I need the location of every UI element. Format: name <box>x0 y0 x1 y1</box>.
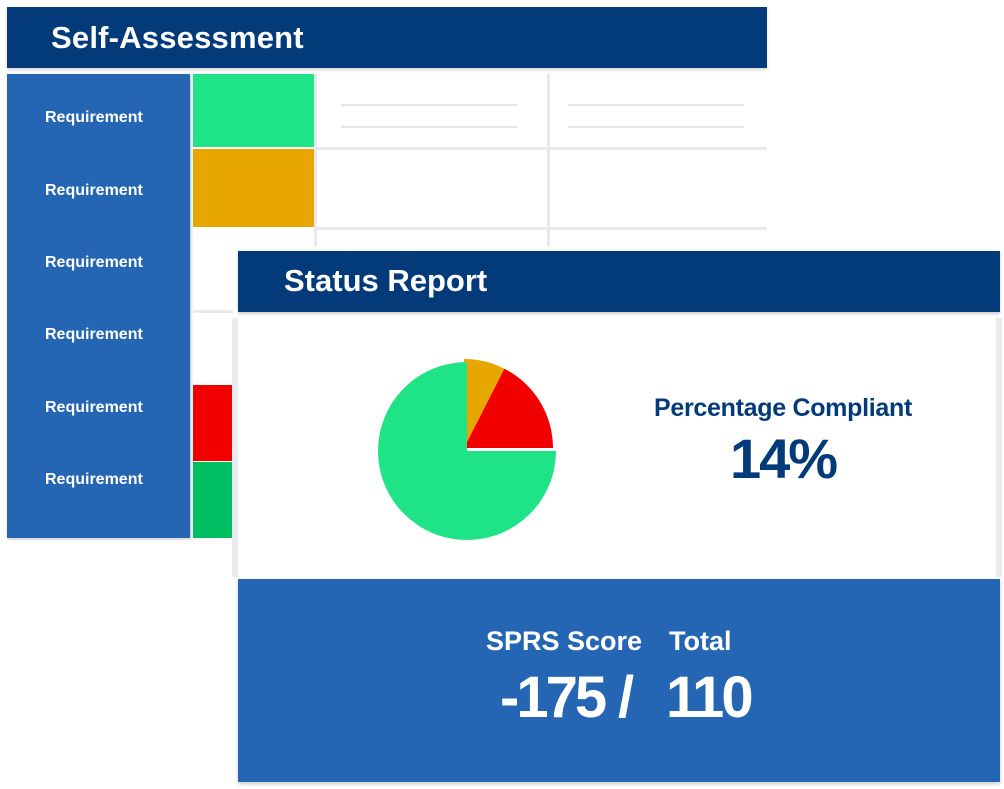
self-assessment-card: Self-Assessment Requirement Requirement … <box>7 7 767 538</box>
placeholder-line <box>341 104 517 106</box>
requirement-label[interactable]: Requirement <box>45 326 143 343</box>
total-label: Total <box>669 626 732 656</box>
requirement-label[interactable]: Requirement <box>45 182 143 199</box>
score-separator: / <box>618 665 635 730</box>
pie-slice-2 <box>378 362 556 540</box>
placeholder-line <box>568 104 744 106</box>
grid-divider <box>314 147 767 150</box>
grid-divider <box>193 310 233 313</box>
requirement-label[interactable]: Requirement <box>45 254 143 271</box>
compliance-pie-chart <box>378 359 556 540</box>
status-report-card: Status Report Percentage Compliant 14% S… <box>232 251 1002 783</box>
requirement-label[interactable]: Requirement <box>45 471 143 488</box>
status-report-header: Status Report <box>238 251 1000 312</box>
requirement-label[interactable]: Requirement <box>45 399 143 416</box>
total-value: 110 <box>666 665 754 730</box>
pie-slice-0 <box>464 359 505 448</box>
status-cell[interactable] <box>193 74 314 147</box>
placeholder-line <box>341 126 517 128</box>
placeholder-line <box>568 126 744 128</box>
sprs-score-label: SPRS Score <box>486 626 643 656</box>
grid-divider <box>547 74 550 246</box>
requirements-sidebar: Requirement Requirement Requirement Requ… <box>7 74 190 538</box>
self-assessment-title: Self-Assessment <box>51 20 304 55</box>
percentage-compliant-label: Percentage Compliant <box>654 394 912 422</box>
pie-slice-1 <box>464 368 553 448</box>
requirement-label[interactable]: Requirement <box>45 109 143 126</box>
percentage-compliant-value: 14% <box>729 427 838 490</box>
status-report-body: Percentage Compliant 14% <box>232 318 1002 577</box>
grid-divider <box>314 227 767 230</box>
status-report-title: Status Report <box>284 263 488 298</box>
sprs-score-value: -175 <box>500 665 607 730</box>
grid-divider <box>314 74 317 246</box>
status-cell[interactable] <box>193 149 314 227</box>
self-assessment-header: Self-Assessment <box>7 7 767 68</box>
score-panel: SPRS Score Total -175 / 110 <box>238 579 1000 782</box>
